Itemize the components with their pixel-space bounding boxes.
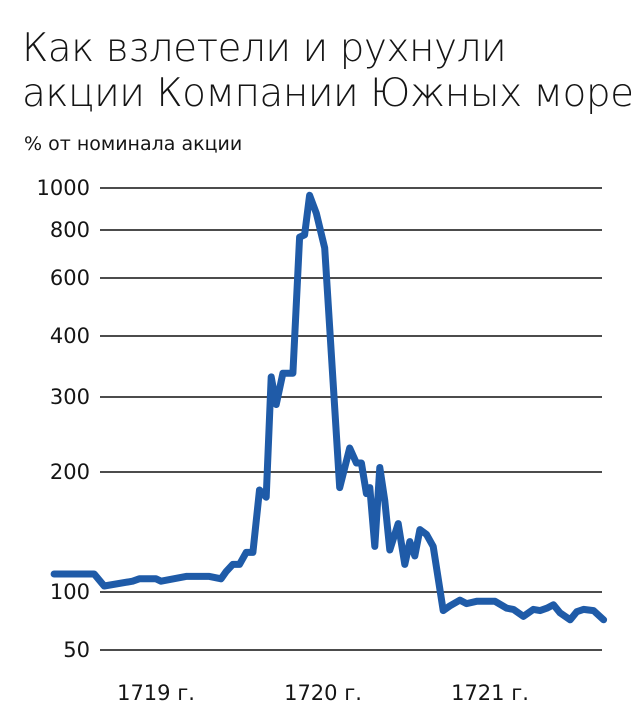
x-tick-label-1720: 1720 г. <box>284 681 362 705</box>
x-tick-labels: 1719 г. 1720 г. 1721 г. <box>117 681 529 705</box>
y-tick-label-50: 50 <box>63 638 90 662</box>
y-tick-label-200: 200 <box>50 460 90 484</box>
y-tick-label-400: 400 <box>50 324 90 348</box>
x-tick-label-1721: 1721 г. <box>451 681 529 705</box>
chart-title: Как взлетели и рухнули акции Компании Юж… <box>22 26 631 116</box>
y-tick-labels: 50 100 200 300 400 600 800 1000 <box>37 176 90 662</box>
y-tick-label-100: 100 <box>50 580 90 604</box>
y-tick-label-800: 800 <box>50 218 90 242</box>
y-tick-label-600: 600 <box>50 266 90 290</box>
y-tick-label-1000: 1000 <box>37 176 90 200</box>
x-tick-label-1719: 1719 г. <box>117 681 195 705</box>
y-tick-label-300: 300 <box>50 385 90 409</box>
grid-layer <box>100 187 602 651</box>
y-axis-unit-label: % от номинала акции <box>24 133 243 155</box>
series-layer <box>50 191 608 624</box>
series-line-0 <box>50 191 608 624</box>
chart-title-line-1: Как взлетели и рухнули <box>22 26 507 71</box>
chart-title-line-2: акции Компании Южных морей <box>22 71 631 116</box>
